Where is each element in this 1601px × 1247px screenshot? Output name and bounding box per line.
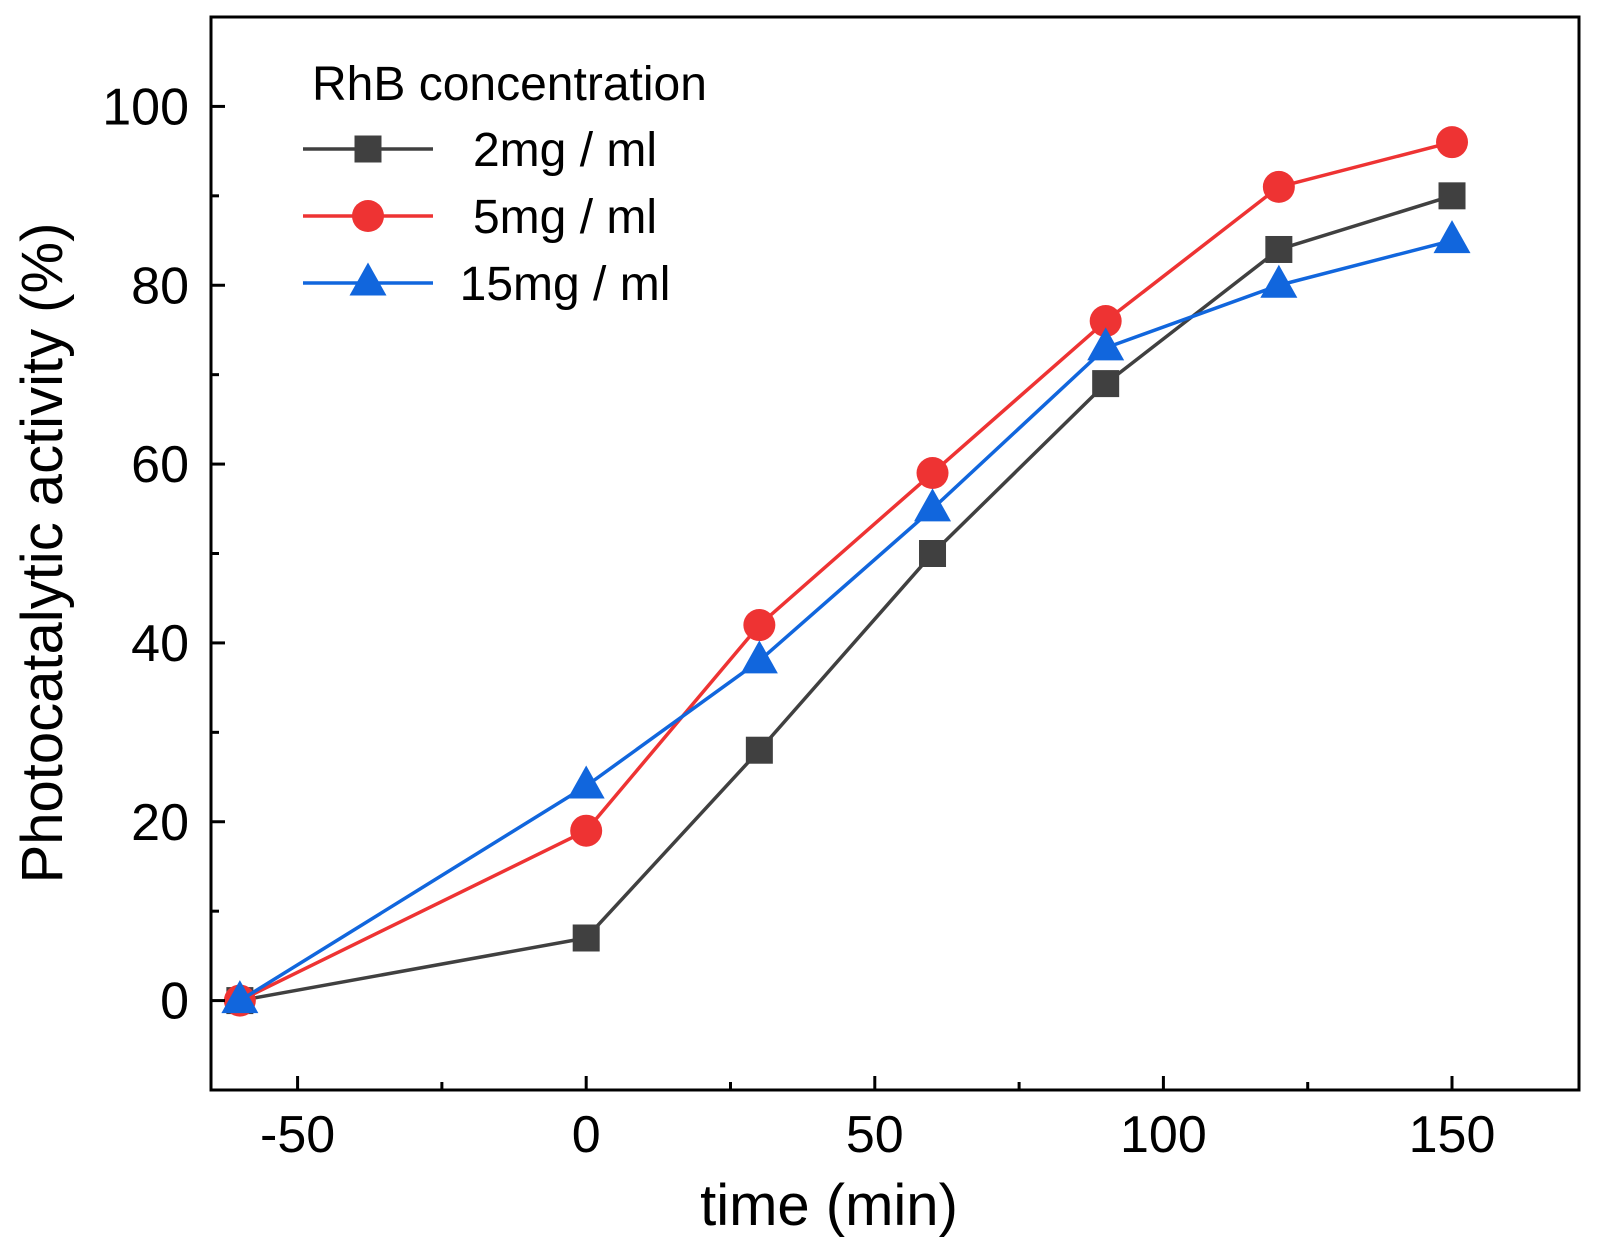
data-point [1087,327,1125,361]
data-point [1265,235,1293,263]
y-tick-label: 100 [102,78,189,136]
series-3 [221,220,1471,1014]
legend-label: 2mg / ml [473,124,657,177]
data-point [745,736,773,764]
y-tick-label: 0 [160,973,189,1031]
legend-entry: 2mg / ml [303,124,657,177]
series-line [239,194,1453,1003]
series-line [238,238,1453,1003]
x-axis-title: time (min) [700,1173,958,1238]
data-point [1436,126,1469,159]
legend-marker [354,135,382,163]
x-tick-label: 0 [572,1106,601,1164]
data-point [1260,264,1298,298]
x-tick-label: 150 [1409,1106,1496,1164]
data-point [916,457,949,490]
data-point [914,488,952,522]
y-tick-label: 60 [131,436,189,494]
x-tick-label: 50 [846,1106,904,1164]
legend: RhB concentration 2mg / ml 5mg / ml 15mg /… [303,58,707,311]
data-point [572,924,600,952]
data-point [919,540,947,567]
y-axis-title: Photocatalytic activity (%) [10,223,75,884]
data-point [1438,182,1466,210]
y-tick-label: 40 [131,615,189,673]
data-point [1433,220,1471,254]
data-point [570,814,603,847]
legend-label: 5mg / ml [473,191,657,244]
x-tick-label: 100 [1120,1106,1207,1164]
series-1 [226,182,1466,1015]
series-layer [221,126,1471,1017]
legend-entry: 15mg / ml [303,258,670,311]
legend-entry: 5mg / ml [303,191,657,244]
plot-frame [209,15,1581,1092]
series-line [239,140,1453,1003]
data-point [1092,370,1120,398]
data-point [567,765,605,799]
data-point [740,640,778,674]
data-point [221,980,259,1014]
data-point [1262,170,1295,203]
data-point [1089,305,1122,338]
x-tick-label: -50 [260,1106,335,1164]
tick-layer: -50 0 50 100 150 0 20 40 60 80 100 [102,78,1495,1164]
legend-title: RhB concentration [312,58,707,111]
legend-marker [352,200,384,232]
data-point [743,609,776,642]
legend-label: 15mg / ml [460,258,671,311]
y-tick-label: 80 [131,257,189,315]
y-tick-label: 20 [131,794,189,852]
legend-marker [349,262,387,296]
